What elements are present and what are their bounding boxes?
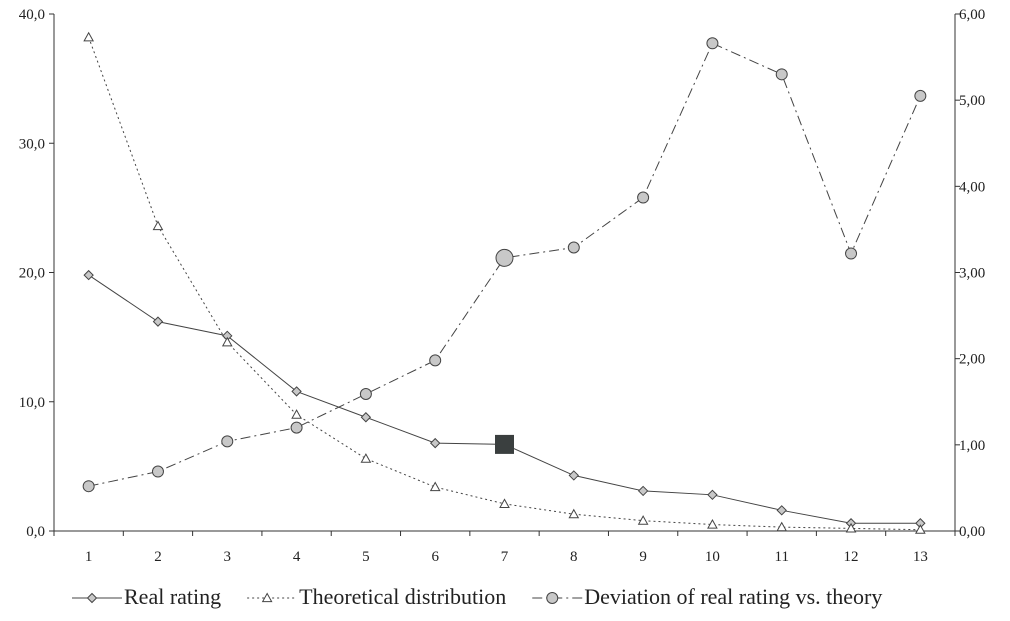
data-point	[914, 524, 926, 534]
data-point	[360, 412, 372, 423]
data-point	[429, 481, 441, 492]
data-point-highlight	[495, 434, 514, 454]
data-point	[706, 37, 719, 50]
axes: 0,0 10,0 20,0 30,0 40,0 0,00 1,00 2,00 3,00 4,00 5…	[19, 7, 986, 565]
x-tick-label: 6	[431, 549, 439, 565]
data-point	[359, 387, 372, 400]
y-right-tick-label: 6,00	[959, 7, 985, 23]
data-point	[637, 485, 649, 497]
data-point	[429, 354, 442, 367]
x-tick-label: 3	[224, 549, 232, 565]
data-point	[291, 386, 302, 397]
y-right-tick-label: 2,00	[959, 352, 985, 368]
data-point	[568, 508, 580, 519]
y-right-tick-label: 1,00	[959, 438, 985, 454]
x-tick-label: 10	[705, 549, 720, 565]
x-tick-label: 4	[293, 549, 301, 565]
data-point	[221, 435, 234, 448]
data-point-highlight	[495, 248, 514, 267]
data-point	[82, 480, 95, 493]
data-point	[637, 515, 649, 525]
legend-item-2: Deviation of real rating vs. theory	[532, 584, 882, 609]
y-left-tick-label: 10,0	[19, 395, 45, 411]
data-point	[914, 89, 927, 102]
x-tick-label: 5	[362, 549, 370, 565]
series-line	[88, 274, 921, 524]
data-point	[845, 247, 858, 260]
data-point	[83, 269, 94, 281]
y-left-tick-label: 30,0	[19, 136, 45, 152]
legend-marker-triangle-icon	[261, 592, 273, 603]
series-layer	[82, 31, 927, 534]
legend-marker-diamond-icon	[86, 592, 98, 604]
legend-item-0: Real rating	[72, 584, 221, 609]
data-point	[499, 498, 510, 508]
y-left-tick-label: 20,0	[19, 266, 45, 282]
data-point	[776, 505, 787, 516]
data-point	[290, 421, 303, 434]
data-point	[152, 316, 164, 327]
legend-label: Deviation of real rating vs. theory	[584, 584, 882, 609]
data-point	[152, 220, 164, 231]
x-tick-label: 9	[639, 549, 647, 565]
legend-item-1: Theoretical distribution	[247, 584, 506, 609]
x-tick-label: 7	[501, 549, 509, 565]
x-tick-label: 1	[85, 549, 93, 565]
data-point	[707, 519, 718, 529]
data-point	[707, 489, 718, 501]
data-point	[776, 521, 788, 532]
legend: Real rating Theoretical distribution Devia…	[72, 584, 882, 609]
series-1	[83, 31, 926, 534]
y-right-tick-label: 4,00	[959, 179, 985, 195]
x-tick-label: 11	[775, 549, 789, 565]
x-tick-label: 13	[913, 549, 928, 565]
x-tick-label: 12	[844, 549, 859, 565]
legend-label: Theoretical distribution	[299, 584, 506, 609]
data-point	[83, 31, 95, 42]
y-right-tick-label: 0,00	[959, 524, 985, 540]
data-point	[845, 522, 857, 533]
data-point	[221, 336, 233, 347]
data-point	[775, 68, 788, 81]
y-left-tick-label: 40,0	[19, 7, 45, 23]
series-0	[83, 269, 926, 529]
data-point	[291, 409, 302, 419]
y-left-tick-label: 0,0	[26, 524, 45, 540]
x-tick-label: 8	[570, 549, 578, 565]
y-right-tick-label: 3,00	[959, 266, 985, 282]
x-tick-label: 2	[154, 549, 162, 565]
data-point	[568, 470, 580, 481]
y-right-tick-label: 5,00	[959, 93, 985, 109]
data-point	[151, 465, 164, 478]
data-point	[567, 241, 580, 254]
data-point	[360, 453, 372, 463]
data-point	[637, 191, 650, 204]
legend-label: Real rating	[124, 584, 221, 609]
series-2	[82, 37, 927, 493]
legend-marker-circle-icon	[546, 592, 559, 604]
data-point	[429, 437, 441, 449]
